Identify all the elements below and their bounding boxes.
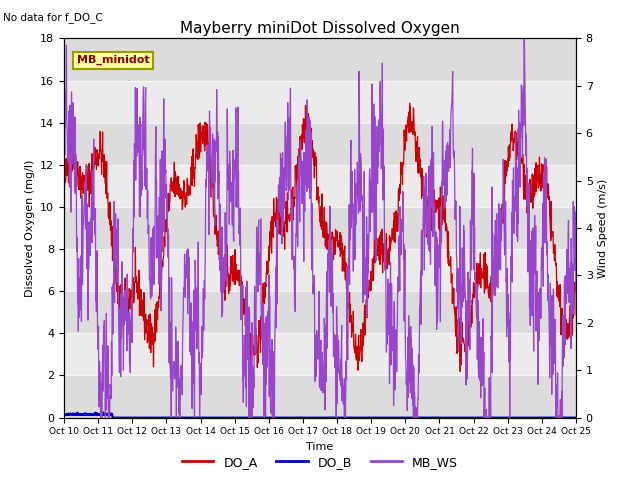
Bar — [64, 38, 576, 81]
Y-axis label: Wind Speed (m/s): Wind Speed (m/s) — [598, 179, 609, 277]
Bar — [64, 207, 576, 249]
Text: MB_minidot: MB_minidot — [77, 55, 149, 65]
Bar — [64, 165, 576, 207]
Y-axis label: Dissolved Oxygen (mg/l): Dissolved Oxygen (mg/l) — [24, 159, 35, 297]
Text: No data for f_DO_C: No data for f_DO_C — [3, 12, 103, 23]
Bar — [64, 333, 576, 375]
Legend: DO_A, DO_B, MB_WS: DO_A, DO_B, MB_WS — [177, 451, 463, 474]
Bar — [64, 291, 576, 333]
X-axis label: Time: Time — [307, 442, 333, 452]
Title: Mayberry miniDot Dissolved Oxygen: Mayberry miniDot Dissolved Oxygen — [180, 21, 460, 36]
Bar — [64, 123, 576, 165]
Bar — [64, 81, 576, 123]
Bar — [64, 375, 576, 418]
Bar — [64, 249, 576, 291]
